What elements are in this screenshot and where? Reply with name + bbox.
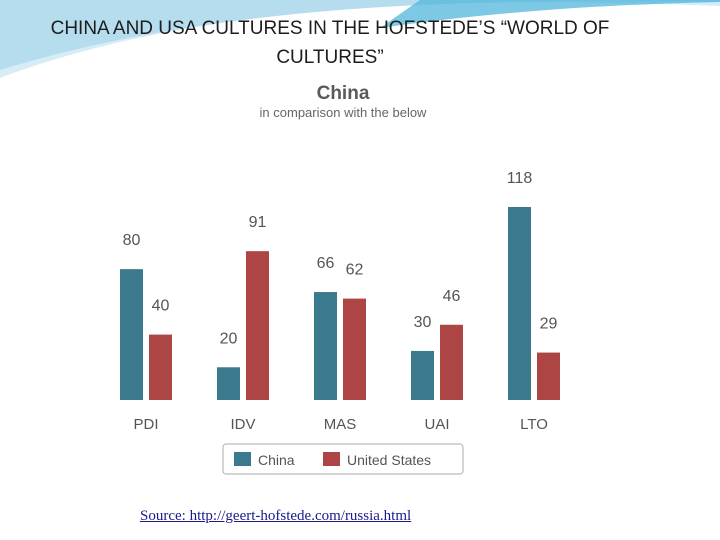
chart-title: China xyxy=(317,83,370,104)
legend-label-china: China xyxy=(258,452,295,468)
category-label-uai: UAI xyxy=(424,416,449,433)
chart-subtitle: in comparison with the below xyxy=(260,105,428,120)
category-label-pdi: PDI xyxy=(133,416,158,433)
data-label-china-uai: 30 xyxy=(414,314,432,331)
legend-swatch-united-states xyxy=(323,452,340,466)
chart-legend: China United States xyxy=(222,443,464,475)
data-label-china-mas: 66 xyxy=(317,255,335,272)
bar-china-idv xyxy=(217,367,240,400)
category-label-lto: LTO xyxy=(520,416,548,433)
category-label-idv: IDV xyxy=(230,416,255,433)
data-label-china-pdi: 80 xyxy=(123,232,141,249)
bar-china-pdi xyxy=(120,269,143,400)
legend-swatch-china xyxy=(234,452,251,466)
bars-group: 80 40 PDI 20 91 IDV 66 62 MAS 30 46 UAI 118 29 LTO xyxy=(120,170,560,433)
header-swoosh-decoration xyxy=(0,0,720,78)
bar-china-mas xyxy=(314,292,337,400)
legend-frame xyxy=(222,443,464,475)
data-label-united-states-uai: 46 xyxy=(443,288,461,305)
data-label-united-states-pdi: 40 xyxy=(152,298,170,315)
slide-title: CHINA AND USA CULTURES IN THE HOFSTEDE’S… xyxy=(50,18,610,68)
legend-label-united-states: United States xyxy=(347,452,431,468)
source-link[interactable]: Source: http://geert-hofstede.com/russia… xyxy=(140,508,412,524)
data-label-china-idv: 20 xyxy=(220,330,238,347)
bar-united-states-mas xyxy=(343,298,366,400)
bar-united-states-pdi xyxy=(149,334,172,400)
data-label-united-states-lto: 29 xyxy=(540,316,558,333)
bar-china-uai xyxy=(411,350,434,400)
data-label-united-states-idv: 91 xyxy=(249,214,267,231)
category-label-mas: MAS xyxy=(324,416,357,433)
bar-united-states-uai xyxy=(440,324,463,400)
data-label-china-lto: 118 xyxy=(507,170,533,187)
bar-united-states-idv xyxy=(246,251,269,400)
data-label-united-states-mas: 62 xyxy=(346,262,364,279)
bar-united-states-lto xyxy=(537,352,560,400)
bar-china-lto xyxy=(508,207,531,400)
